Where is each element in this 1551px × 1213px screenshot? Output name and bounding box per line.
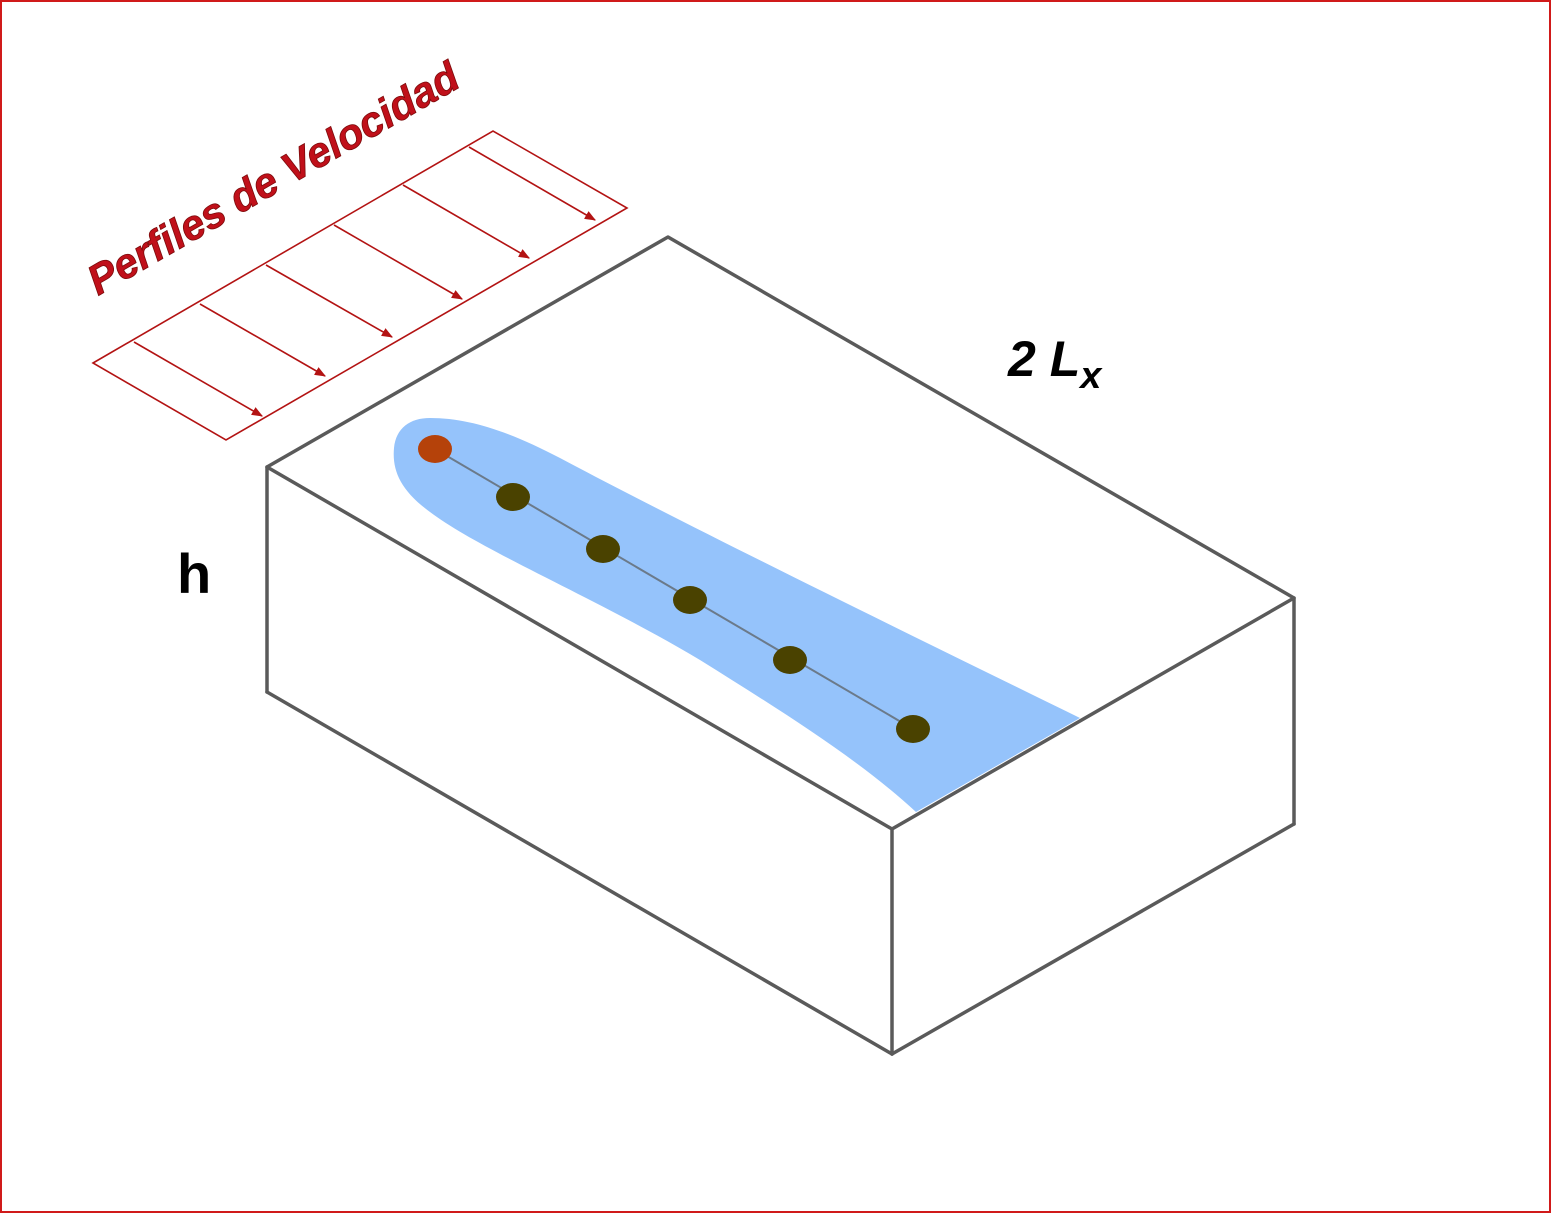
- velocity-arrow: [133, 341, 263, 417]
- length-label: 2 Lx: [1007, 331, 1103, 397]
- sample-point: [586, 535, 620, 563]
- length-label-subscript: x: [1078, 355, 1103, 397]
- velocity-arrow: [333, 224, 463, 300]
- height-label: h: [177, 542, 211, 605]
- source-point: [418, 435, 452, 463]
- velocity-profile-plane: [91, 130, 629, 441]
- box-edge: [265, 690, 894, 1056]
- box-top-face: [265, 235, 1296, 831]
- velocity-arrow: [468, 146, 596, 221]
- velocity-arrow: [199, 303, 326, 377]
- velocity-arrow: [402, 184, 530, 259]
- sample-point: [496, 483, 530, 511]
- velocity-arrow: [265, 264, 393, 338]
- sample-point: [773, 646, 807, 674]
- domain-box: [265, 235, 1296, 1056]
- velocity-profile: [91, 130, 629, 441]
- box-edge: [890, 822, 1296, 1056]
- sample-point: [896, 715, 930, 743]
- sample-point: [673, 586, 707, 614]
- velocity-profile-title: Perfiles de Velocidad: [79, 52, 468, 304]
- plume-region: [393, 418, 1080, 812]
- length-label-main: 2 L: [1007, 331, 1080, 387]
